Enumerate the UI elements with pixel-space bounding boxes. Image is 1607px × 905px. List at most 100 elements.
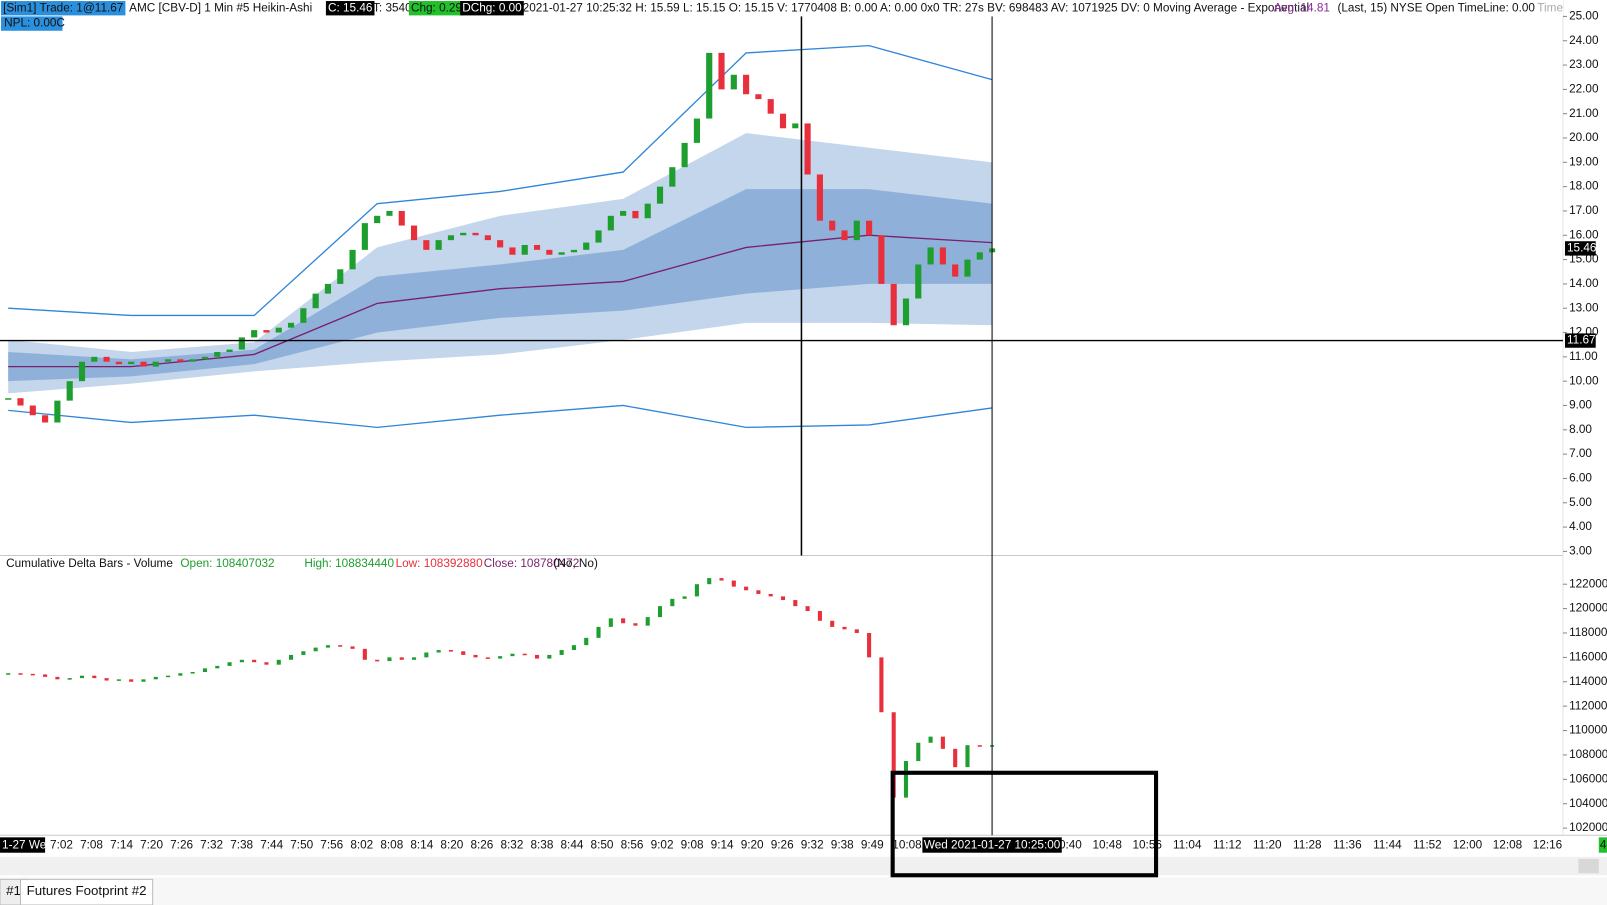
candle [608, 618, 613, 627]
y-tick-label: 11600000 [1569, 650, 1607, 663]
header-item-bg [325, 1, 375, 16]
time-label: 7:56 [320, 839, 343, 852]
delta-axis: 10200000 10400000 10600000 10800000 11000000… [1569, 577, 1607, 834]
header-item: AMC [CBV-D] 1 Min #5 Heikin-Ashi [129, 1, 312, 14]
header-bg [0, 0, 1563, 17]
delta-legend: High: 108834440 [304, 557, 394, 570]
candle [128, 361, 135, 365]
candle [350, 646, 355, 649]
candle [681, 142, 688, 168]
mid-line [8, 234, 993, 368]
candle [902, 298, 910, 326]
candle [55, 676, 60, 680]
tab-bg[interactable] [19, 878, 154, 905]
crosshair-price-label-box [1564, 333, 1596, 348]
candle [251, 330, 258, 338]
candle [337, 269, 344, 284]
candle [435, 240, 442, 250]
tab[interactable]: #1 [6, 883, 21, 898]
candle [361, 223, 368, 250]
candle [239, 659, 244, 663]
candle [510, 653, 515, 657]
candle [67, 678, 72, 680]
candle [325, 645, 331, 648]
candle [965, 745, 970, 768]
header-item: Chg: 0.29 [411, 1, 462, 14]
candle [645, 617, 650, 626]
y-tick-label: 16.00 [1569, 228, 1599, 241]
y-tick-label: 6.00 [1569, 472, 1592, 485]
header-item-bg [1, 1, 126, 16]
tab[interactable]: Futures Footprint #2 [27, 883, 147, 898]
candle [497, 240, 504, 248]
candle [940, 736, 945, 749]
candle [289, 654, 294, 660]
candle [743, 74, 750, 95]
candle [559, 650, 564, 655]
candle [939, 247, 946, 265]
header-item: (Last, 15) NYSE Open TimeLine: 0.00 [1337, 1, 1535, 14]
candle [816, 174, 823, 221]
candle [670, 598, 675, 607]
candle [423, 240, 430, 250]
candle [607, 215, 614, 231]
start-label-bg [0, 837, 46, 853]
time-label: 11:28 [1293, 839, 1322, 852]
candle [79, 675, 85, 679]
candle [287, 322, 295, 328]
y-tick-label: 10800000 [1569, 748, 1607, 761]
candle [214, 351, 221, 357]
time-label: 12:08 [1493, 839, 1523, 852]
candle [398, 210, 405, 226]
scroll-thumb[interactable] [1578, 858, 1599, 874]
y-tick-label: 24.00 [1569, 34, 1599, 47]
time-label: 12:00 [1453, 839, 1483, 852]
candle [534, 654, 540, 659]
candle [730, 74, 737, 90]
y-tick-label: 11200000 [1569, 699, 1607, 712]
candle [596, 626, 601, 638]
time-label: 8:56 [621, 839, 644, 852]
candle [178, 673, 183, 676]
npl-bg [1, 16, 63, 31]
time-start-label: 1-27 We [2, 839, 47, 852]
candle [324, 283, 332, 294]
corner-badge: 4 [1600, 839, 1607, 852]
y-tick-label: 17.00 [1569, 204, 1599, 217]
y-tick-label: 3.00 [1569, 545, 1592, 558]
candle [571, 645, 576, 651]
time-label: 9:20 [741, 839, 764, 852]
header-item-bg [408, 1, 465, 16]
time-label: 8:50 [591, 839, 614, 852]
candle [264, 662, 269, 665]
candle [92, 675, 97, 679]
candle [867, 632, 872, 658]
y-tick-label: 8.00 [1569, 423, 1592, 436]
candle [115, 361, 122, 365]
candle [387, 657, 392, 662]
candle [878, 235, 885, 284]
candle [153, 676, 158, 680]
bands [8, 44, 993, 429]
candle [42, 415, 49, 423]
scrollbar[interactable] [0, 856, 1607, 876]
candle [546, 249, 553, 255]
candle [238, 337, 245, 350]
candle [793, 600, 798, 607]
candle [780, 596, 786, 601]
npl: NPL: 0.00C [4, 17, 65, 30]
y-tick-label: 4.00 [1569, 520, 1592, 533]
candle [177, 359, 184, 362]
y-tick-label: 11.00 [1569, 350, 1598, 363]
candle [879, 657, 884, 713]
y-tick-label: 19.00 [1569, 155, 1599, 168]
delta-legend: Low: 108392880 [396, 557, 483, 570]
y-tick-label: 25.00 [1569, 10, 1599, 23]
y-tick-label: 12200000 [1569, 577, 1607, 590]
candle [424, 652, 429, 658]
time-label: 11:12 [1213, 839, 1242, 852]
candle [460, 232, 467, 236]
time-label: 8:32 [500, 839, 523, 852]
delta-legend: Close: 108780472 [484, 557, 580, 570]
candle [657, 606, 663, 618]
